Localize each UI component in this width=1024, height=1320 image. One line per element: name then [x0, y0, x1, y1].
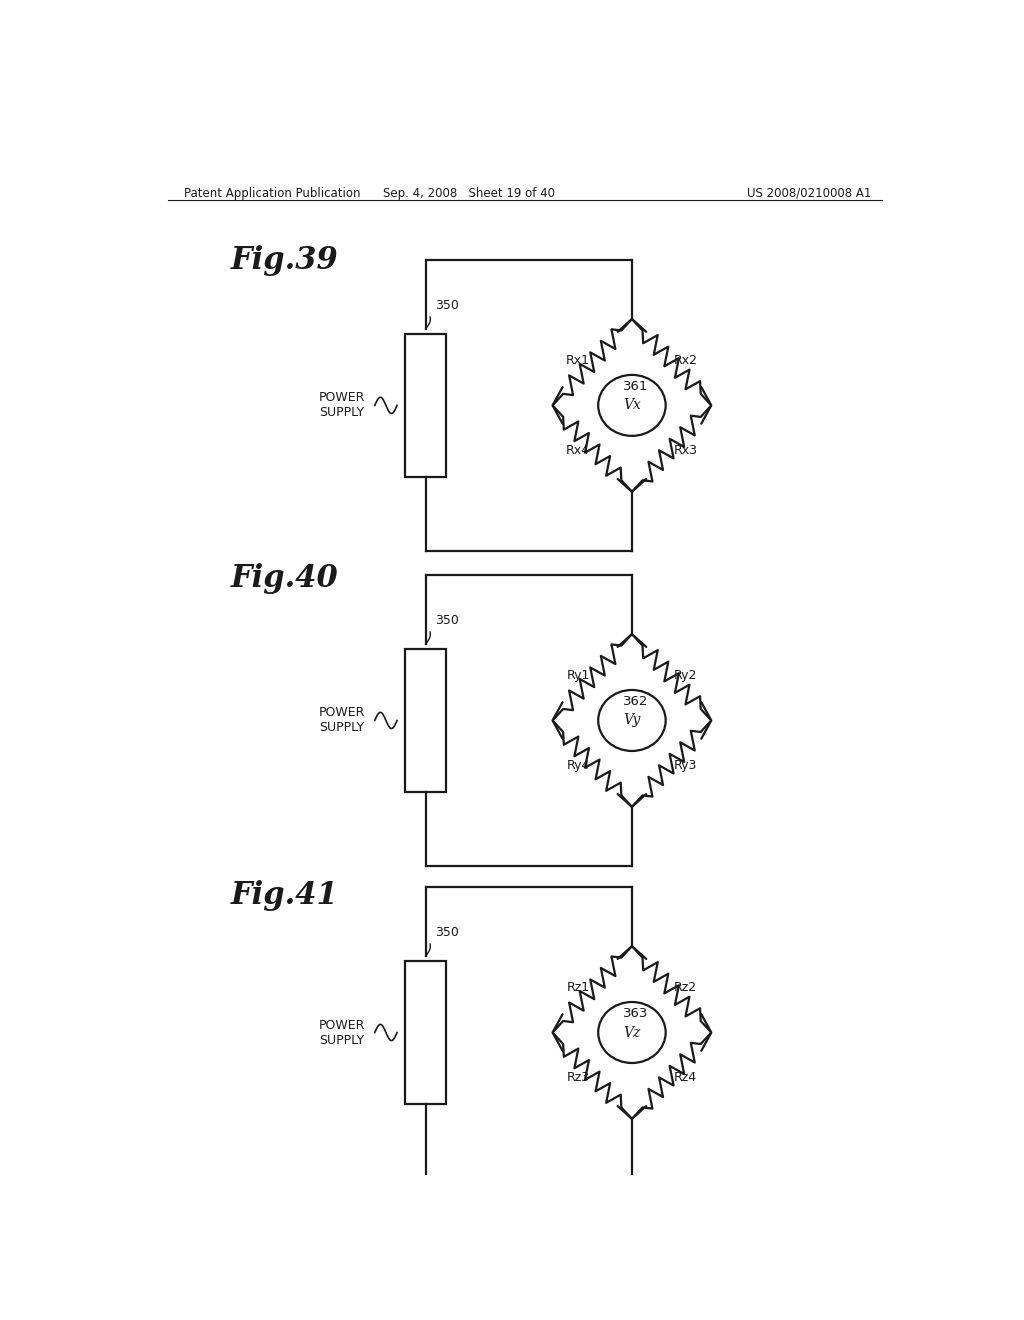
Ellipse shape [598, 375, 666, 436]
Text: Rz3: Rz3 [566, 1071, 590, 1084]
Text: 361: 361 [624, 380, 648, 393]
Text: Ry1: Ry1 [566, 669, 590, 682]
Text: 362: 362 [624, 694, 648, 708]
Text: Vz: Vz [624, 1026, 641, 1040]
Text: US 2008/0210008 A1: US 2008/0210008 A1 [748, 187, 871, 199]
Text: 350: 350 [435, 927, 459, 939]
Text: Rz2: Rz2 [674, 981, 697, 994]
Text: Rx4: Rx4 [566, 444, 590, 457]
Bar [404, 961, 446, 1104]
Text: Rx1: Rx1 [566, 354, 590, 367]
Text: Ry4: Ry4 [566, 759, 590, 772]
Text: POWER
SUPPLY: POWER SUPPLY [318, 392, 366, 420]
Text: POWER
SUPPLY: POWER SUPPLY [318, 1019, 366, 1047]
Text: Rx2: Rx2 [674, 354, 698, 367]
Ellipse shape [598, 1002, 666, 1063]
Text: 350: 350 [435, 298, 459, 312]
Bar [404, 334, 446, 477]
Text: Fig.40: Fig.40 [231, 562, 339, 594]
Text: Rz4: Rz4 [674, 1071, 697, 1084]
Text: POWER
SUPPLY: POWER SUPPLY [318, 706, 366, 734]
Text: Ry3: Ry3 [674, 759, 697, 772]
Text: 350: 350 [435, 614, 459, 627]
Text: Vx: Vx [623, 399, 641, 412]
Text: Vy: Vy [624, 714, 641, 727]
Text: Rz1: Rz1 [566, 981, 590, 994]
Bar [404, 649, 446, 792]
Text: Fig.41: Fig.41 [231, 880, 339, 911]
Text: 363: 363 [624, 1007, 648, 1020]
Text: Rx3: Rx3 [674, 444, 698, 457]
Text: Patent Application Publication: Patent Application Publication [183, 187, 360, 199]
Text: Ry2: Ry2 [674, 669, 697, 682]
Text: Fig.39: Fig.39 [231, 244, 339, 276]
Ellipse shape [598, 690, 666, 751]
Text: Sep. 4, 2008   Sheet 19 of 40: Sep. 4, 2008 Sheet 19 of 40 [383, 187, 555, 199]
